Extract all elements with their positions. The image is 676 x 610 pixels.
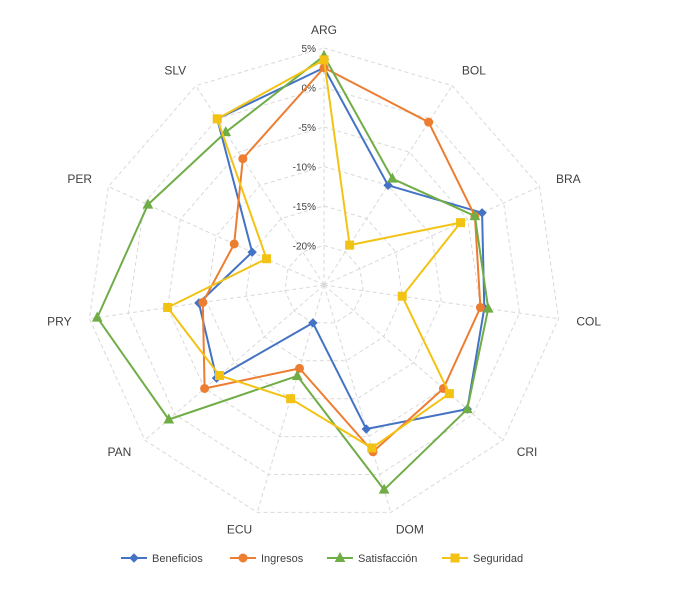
grid-spoke: [323, 284, 504, 441]
legend-item: Ingresos: [230, 553, 304, 565]
legend: Beneficios Ingresos Satisfacción Seguridad: [121, 551, 523, 565]
legend-marker: [129, 553, 139, 563]
grid-spoke: [323, 284, 559, 320]
grid-spoke: [144, 284, 325, 441]
tick-label: -15%: [293, 202, 316, 213]
series-point: [469, 210, 481, 221]
tick-label: -20%: [293, 242, 316, 253]
tick-label: 5%: [302, 44, 317, 55]
series-point: [461, 403, 473, 414]
category-label: PER: [67, 172, 92, 186]
series-point: [286, 394, 296, 404]
series-point: [212, 114, 222, 124]
series-point: [163, 413, 175, 424]
legend-item: Seguridad: [442, 553, 523, 565]
series-line: [166, 58, 462, 449]
series-point: [163, 302, 173, 312]
radial-tick-labels: 5% 0% -5% -10% -15% -20%: [293, 44, 316, 253]
series-line: [96, 54, 490, 491]
grid-spoke: [323, 186, 540, 286]
series-point: [308, 318, 318, 328]
category-label: PRY: [47, 314, 71, 328]
series-point: [475, 302, 485, 312]
legend-label: Seguridad: [473, 553, 523, 565]
category-labels: ARG BOL BRA COL CRI DOM ECU PAN PRY PER SLV: [47, 23, 601, 537]
grid-ring: [127, 86, 521, 475]
category-label: ARG: [311, 23, 337, 37]
category-label: SLV: [164, 63, 186, 77]
legend-marker: [450, 553, 460, 563]
series-point: [198, 297, 208, 307]
series-line: [197, 66, 486, 431]
series-point: [262, 254, 272, 264]
series-point: [367, 443, 377, 453]
legend-label: Ingresos: [261, 553, 304, 565]
series-layer: [91, 49, 494, 494]
legend-label: Satisfacción: [358, 553, 417, 565]
series-point: [215, 371, 225, 381]
grid-spoke: [89, 284, 325, 320]
grid-ring: [245, 205, 403, 362]
series-point: [229, 239, 239, 249]
series-beneficios: [194, 63, 490, 434]
series-point: [444, 389, 454, 399]
grid-ring: [284, 244, 364, 324]
series-point: [200, 383, 210, 393]
grid-spoke: [256, 284, 325, 513]
category-label: DOM: [396, 523, 424, 537]
legend-marker: [238, 553, 248, 563]
series-point: [397, 291, 407, 301]
series-point: [247, 247, 257, 257]
series-ingresos: [198, 63, 485, 457]
category-label: CRI: [517, 445, 538, 459]
category-label: BOL: [462, 63, 486, 77]
grid-ring: [206, 165, 442, 400]
series-point: [361, 424, 371, 434]
legend-item: Beneficios: [121, 553, 203, 565]
category-label: PAN: [107, 445, 131, 459]
series-seguridad: [163, 55, 466, 453]
series-point: [91, 311, 103, 322]
series-point: [482, 302, 494, 313]
series-point: [387, 172, 398, 183]
series-point: [378, 483, 390, 494]
series-point: [345, 240, 355, 250]
series-point: [319, 55, 329, 65]
series-point: [142, 198, 154, 209]
category-label: COL: [576, 314, 601, 328]
series-line: [201, 66, 482, 453]
legend-label: Beneficios: [152, 553, 203, 565]
series-point: [220, 126, 232, 137]
series-point: [424, 117, 434, 127]
series-point: [238, 154, 248, 164]
category-label: BRA: [556, 172, 581, 186]
tick-label: -5%: [298, 123, 316, 134]
category-label: ECU: [227, 523, 252, 537]
series-point: [477, 208, 487, 218]
series-satisfacción: [91, 49, 494, 494]
grid-spoke: [108, 186, 325, 286]
radar-grid: [88, 47, 560, 513]
grid-spoke: [323, 284, 392, 513]
legend-marker: [334, 551, 346, 562]
series-point: [291, 369, 303, 380]
series-point: [383, 180, 393, 191]
legend-item: Satisfacción: [327, 551, 417, 565]
tick-label: -10%: [293, 163, 316, 174]
grid-ring: [88, 47, 560, 513]
tick-label: 0%: [302, 84, 317, 95]
series-point: [456, 218, 466, 228]
